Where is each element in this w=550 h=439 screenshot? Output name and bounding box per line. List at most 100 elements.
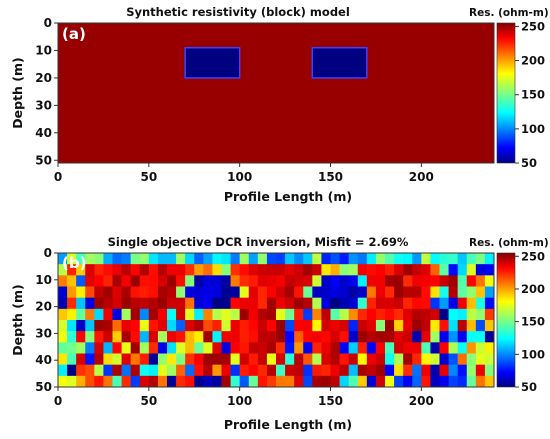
panel-b-cell	[139, 342, 150, 354]
panel-b-ytick-label: 50	[35, 380, 52, 394]
panel-b-cell	[439, 253, 449, 265]
panel-b-cell	[76, 353, 86, 366]
panel-b-cell	[321, 342, 331, 354]
panel-b-cell	[185, 364, 195, 377]
panel-b-cell	[403, 353, 413, 366]
panel-b-cell	[321, 320, 331, 332]
panel-b-ytick-label: 40	[35, 353, 52, 367]
panel-a-block-1	[184, 46, 241, 79]
panel-b-cell	[112, 342, 122, 354]
panel-b-cell	[139, 253, 150, 265]
panel-b-cell	[157, 364, 168, 377]
panel-b-cell	[484, 297, 495, 310]
panel-b-cell	[266, 275, 277, 287]
panel-a: Synthetic resistivity (block) model (a) …	[10, 5, 549, 204]
panel-b-cell	[148, 308, 159, 321]
panel-b-cell	[385, 342, 395, 354]
panel-b-cell	[85, 342, 95, 354]
panel-b-cell	[157, 308, 168, 321]
panel-b-cell	[103, 253, 113, 265]
panel-b-cell	[76, 342, 86, 354]
panel-b-cell	[312, 364, 322, 377]
panel-b-cell	[357, 375, 368, 388]
panel-b-cell	[67, 297, 77, 310]
panel-b-cell	[212, 375, 222, 388]
panel-b-cell	[167, 342, 177, 354]
panel-b-cell	[230, 364, 241, 377]
panel-b-cell	[448, 253, 459, 265]
panel-b-cell	[412, 308, 422, 321]
panel-b-cell	[76, 331, 86, 343]
panel-b-cell	[148, 297, 159, 310]
panel-b-cell	[67, 353, 77, 366]
panel-a-xtick-label: 100	[227, 170, 252, 184]
panel-b-cell	[112, 331, 122, 343]
panel-b-cell	[312, 342, 322, 354]
panel-b-cell	[94, 375, 104, 388]
panel-b-cell	[248, 264, 259, 276]
panel-b-cell	[421, 253, 431, 265]
panel-b-cell	[294, 275, 304, 287]
panel-b-cell	[357, 264, 368, 276]
panel-b-cell	[130, 342, 141, 354]
panel-b-cell	[194, 297, 204, 310]
panel-b-cell	[276, 353, 286, 366]
panel-b-cell	[230, 286, 241, 299]
panel-b-cell	[185, 275, 195, 287]
panel-b-cell	[148, 253, 159, 265]
panel-b-frame	[57, 252, 495, 388]
panel-b-cell	[148, 275, 159, 287]
panel-b-cell	[257, 331, 268, 343]
panel-b-cell	[357, 353, 368, 366]
panel-b-cell	[94, 275, 104, 287]
panel-b-cell	[330, 342, 340, 354]
panel-b-cell	[157, 286, 168, 299]
panel-b-cbtick-label: 150	[521, 315, 545, 329]
panel-b-cell	[430, 297, 440, 310]
panel-b-cell	[385, 253, 395, 265]
panel-b-cell	[203, 297, 213, 310]
panel-b-cell	[448, 375, 459, 388]
panel-b-cell	[76, 364, 86, 377]
panel-a-ytick-label: 50	[35, 153, 52, 167]
panel-b-cell	[385, 297, 395, 310]
panel-b-cell	[475, 331, 486, 343]
panel-b-cell	[375, 253, 386, 265]
panel-b-cell	[230, 320, 241, 332]
panel-a-colorbar-ticks: 250 200 150 100 50	[515, 19, 545, 170]
panel-b-cell	[475, 375, 486, 388]
panel-b-cell	[394, 264, 404, 276]
panel-b-cell	[148, 286, 159, 299]
panel-b-cell	[157, 375, 168, 388]
panel-b-xtick-label: 200	[409, 394, 434, 408]
panel-b-cell	[58, 308, 68, 321]
panel-b-cell	[176, 364, 186, 377]
panel-b-y-axis: 0 10 20 30 40 50	[35, 246, 58, 394]
panel-b-cell	[148, 320, 159, 332]
panel-b-cell	[457, 275, 468, 287]
panel-b-cell	[339, 297, 350, 310]
panel-b-cell	[303, 264, 313, 276]
panel-b-cell	[248, 364, 259, 377]
panel-b-cell	[248, 342, 259, 354]
panel-b-cell	[348, 353, 359, 366]
panel-b-cell	[94, 253, 104, 265]
panel-a-x-axis: 0 50 100 150 200	[54, 163, 434, 184]
panel-b-cell	[230, 308, 241, 321]
panel-b-cell	[167, 375, 177, 388]
panel-b-cell	[221, 308, 231, 321]
panel-b-cell	[285, 297, 295, 310]
panel-b-cell	[76, 286, 86, 299]
panel-b-cell	[348, 275, 359, 287]
panel-b-cell	[439, 297, 449, 310]
panel-b-cell	[348, 286, 359, 299]
panel-b-cell	[130, 364, 141, 377]
panel-b-cell	[130, 353, 141, 366]
panel-b-cell	[394, 253, 404, 265]
panel-b-cell	[421, 364, 431, 377]
panel-b-cell	[484, 364, 495, 377]
panel-b-cell	[375, 342, 386, 354]
panel-b-cell	[203, 331, 213, 343]
panel-b-x-axis: 0 50 100 150 200	[54, 387, 434, 408]
panel-b-cell	[276, 364, 286, 377]
